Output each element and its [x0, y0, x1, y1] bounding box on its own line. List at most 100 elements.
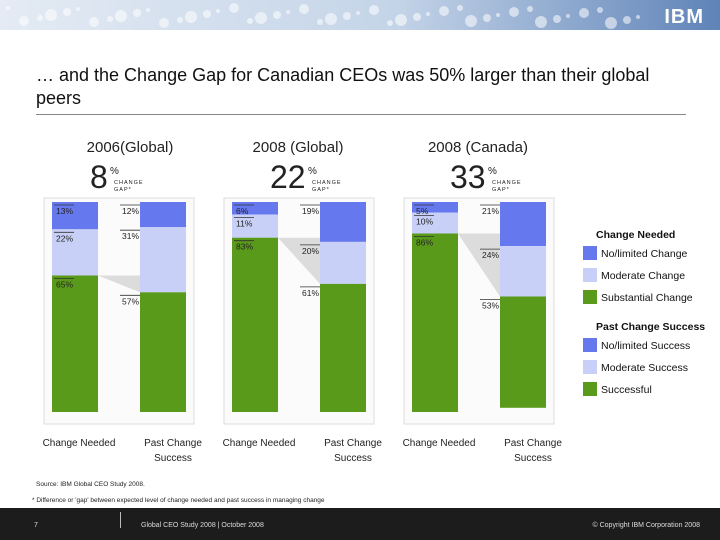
bar-segment — [500, 246, 546, 297]
legend: Change Needed No/limited Change Moderate C… — [583, 229, 705, 396]
banner-dot — [369, 5, 379, 15]
banner-dot — [465, 15, 477, 27]
banner-dot — [343, 12, 351, 20]
banner-dot — [579, 8, 589, 18]
bar-segment — [412, 212, 458, 234]
data-label: 31% — [122, 231, 139, 241]
x-label: Past Change — [504, 438, 562, 449]
x-label: Success — [334, 453, 372, 464]
data-label: 86% — [416, 238, 433, 248]
bar-segment — [412, 202, 458, 213]
bar-segment — [232, 214, 278, 238]
banner-dot — [299, 4, 309, 14]
banner-dot — [566, 14, 570, 18]
x-label: Change Needed — [223, 438, 296, 449]
legend-swatch — [583, 268, 597, 282]
change-gap-unit: % — [488, 166, 497, 177]
change-gap-area — [98, 275, 140, 293]
bar-segment — [412, 233, 458, 412]
slide-title: … and the Change Gap for Canadian CEOs w… — [36, 65, 650, 108]
data-label: 24% — [482, 250, 499, 260]
x-label: Success — [154, 453, 192, 464]
change-gap-label: CHANGE — [312, 180, 342, 186]
banner-dot — [229, 3, 239, 13]
data-label: 6% — [236, 206, 249, 216]
data-label: 53% — [482, 301, 499, 311]
legend-item: Substantial Change — [601, 292, 693, 304]
footer-bar: 7 Global CEO Study 2008 | October 2008 ©… — [0, 508, 720, 540]
bar-segment — [140, 227, 186, 293]
banner-dot — [159, 18, 169, 28]
data-label: 21% — [482, 206, 499, 216]
page-number: 7 — [34, 522, 38, 529]
bar-segment — [52, 229, 98, 276]
legend-swatch — [583, 360, 597, 374]
banner-dot — [115, 10, 127, 22]
change-gap-value: 8 — [90, 159, 108, 195]
banner-dot — [203, 10, 211, 18]
data-label: 57% — [122, 296, 139, 306]
panel-title: 2006(Global) — [87, 139, 174, 156]
data-label: 20% — [302, 246, 319, 256]
change-gap-area — [278, 237, 320, 284]
change-gap-unit: % — [308, 166, 317, 177]
footer-study-label: Global CEO Study 2008 | October 2008 — [141, 522, 264, 529]
banner-dot — [185, 11, 197, 23]
change-gap-label: GAP* — [492, 187, 510, 193]
legend-swatch — [583, 290, 597, 304]
banner-dot — [146, 8, 150, 12]
banner-dot — [273, 11, 281, 19]
banner-dot — [605, 17, 617, 29]
bar-segment — [232, 237, 278, 412]
banner-dot — [535, 16, 547, 28]
change-gap-label: CHANGE — [114, 180, 144, 186]
banner-dot — [413, 13, 421, 21]
banner-dot — [387, 20, 393, 26]
banner-dot — [6, 6, 10, 10]
ibm-logo: IBM — [664, 6, 704, 28]
banner-dot — [395, 14, 407, 26]
banner-dot — [216, 9, 220, 13]
banner-dot — [247, 18, 253, 24]
banner-dot — [286, 10, 290, 14]
change-gap-label: CHANGE — [492, 180, 522, 186]
banner-dot — [89, 17, 99, 27]
footer-divider — [120, 512, 121, 528]
banner-dot — [63, 8, 71, 16]
bar-segment — [500, 296, 546, 408]
legend-swatch — [583, 246, 597, 260]
banner-dot — [325, 13, 337, 25]
bar-segment — [500, 202, 546, 247]
data-label: 61% — [302, 288, 319, 298]
bar-segment — [320, 283, 366, 412]
banner-dot — [597, 7, 603, 13]
legend-swatch — [583, 338, 597, 352]
x-label: Success — [514, 453, 552, 464]
banner-dot — [177, 17, 183, 23]
legend-item: Successful — [601, 384, 652, 396]
data-label: 10% — [416, 217, 433, 227]
bar-segment — [140, 292, 186, 412]
banner-dot — [37, 15, 43, 21]
banner-dot — [527, 6, 533, 12]
data-label: 12% — [122, 206, 139, 216]
banner-dot — [439, 6, 449, 16]
banner-dot — [623, 16, 631, 24]
banner-dot — [509, 7, 519, 17]
legend-item: Moderate Change — [601, 270, 685, 282]
legend-item: Moderate Success — [601, 362, 688, 374]
source-note: Source: IBM Global CEO Study 2008. — [36, 481, 145, 488]
panel-title: 2008 (Canada) — [428, 139, 528, 156]
banner-dot — [636, 15, 640, 19]
banner-dot — [45, 9, 57, 21]
banner-dot — [426, 12, 430, 16]
data-label: 65% — [56, 280, 73, 290]
data-label: 11% — [236, 219, 253, 229]
data-label: 83% — [236, 242, 253, 252]
banner-dot — [317, 19, 323, 25]
